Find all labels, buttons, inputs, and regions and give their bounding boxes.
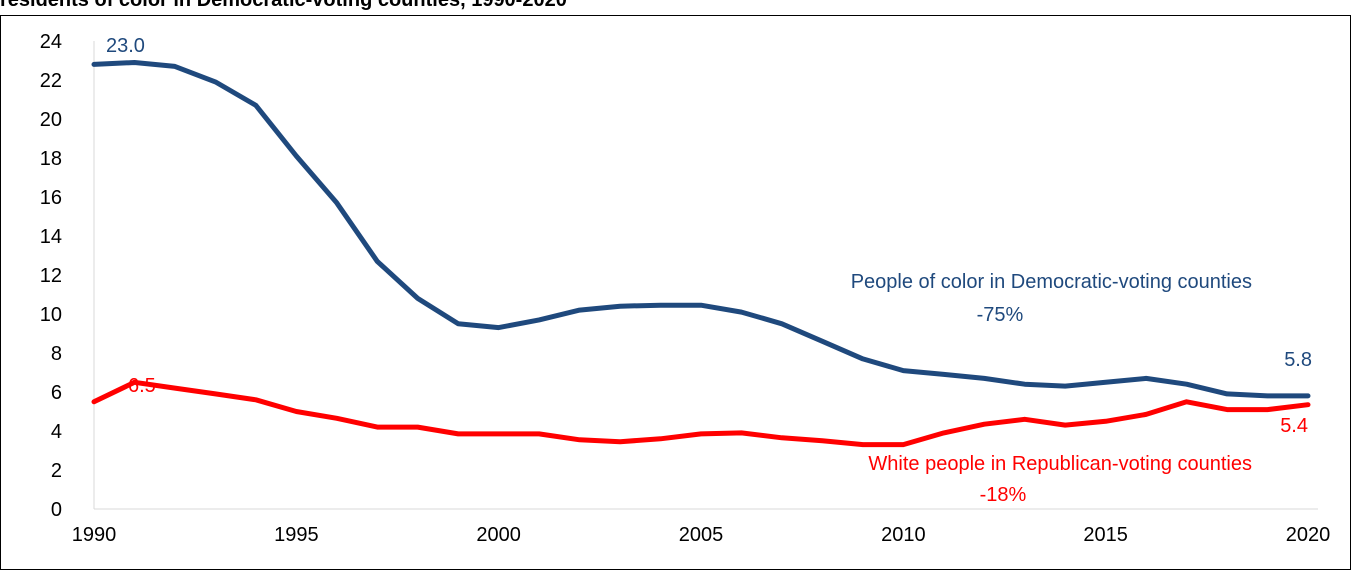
x-tick-label: 2020 [1286,524,1331,546]
y-tick-label: 22 [40,70,62,92]
series-1-change-label: -18% [980,484,1027,506]
y-tick-label: 4 [51,421,62,443]
series-line-1 [91,379,1311,448]
y-tick-label: 14 [40,226,62,248]
x-axis: 1990 1995 2000 2005 2010 2015 2020 [72,508,1331,546]
y-tick-label: 6 [51,382,62,404]
y-tick-label: 20 [40,109,62,131]
y-tick-label: 18 [40,148,62,170]
x-tick-label: 2000 [476,524,521,546]
series-0-name-label: People of color in Democratic-voting cou… [851,271,1252,293]
x-tick-label: 2015 [1083,524,1128,546]
x-tick-label: 1990 [72,524,117,546]
series-line-0 [91,60,1311,399]
x-tick-label: 2010 [881,524,926,546]
y-tick-label: 24 [40,31,62,53]
series-1-start-label: 6.5 [128,375,156,397]
y-tick-label: 8 [51,343,62,365]
series-layer [91,60,1311,448]
x-tick-label: 1995 [274,524,319,546]
y-tick-label: 2 [51,460,62,482]
label-layer: 23.0 5.8 People of color in Democratic-vot… [106,35,1312,506]
series-0-start-label: 23.0 [106,35,145,57]
series-1-end-label: 5.4 [1280,415,1308,437]
y-tick-label: 12 [40,265,62,287]
series-1-name-label: White people in Republican-voting counti… [868,453,1252,475]
y-tick-label: 0 [51,499,62,521]
y-tick-label: 16 [40,187,62,209]
series-0-change-label: -75% [977,304,1024,326]
series-0-end-label: 5.8 [1284,349,1312,371]
chart-title: residents of color in Democratic-voting … [0,0,567,11]
y-tick-label: 10 [40,304,62,326]
x-tick-label: 2005 [679,524,724,546]
